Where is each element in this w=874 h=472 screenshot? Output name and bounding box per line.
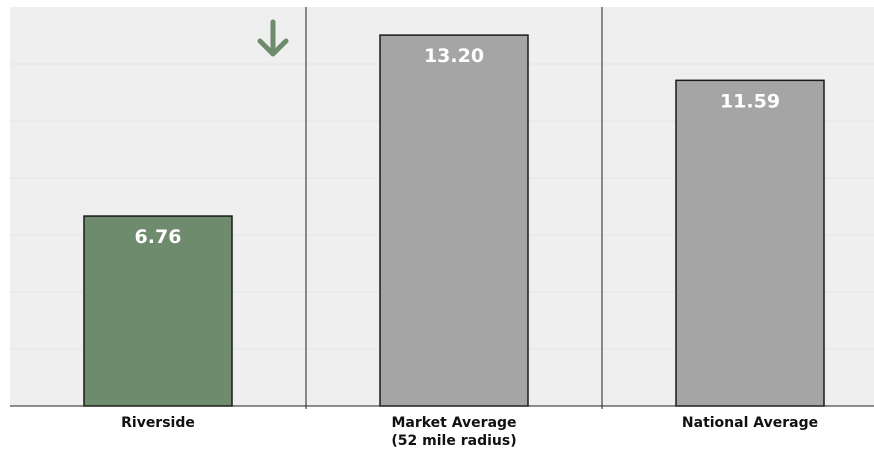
- bar: [675, 79, 825, 407]
- panel-dividers: [305, 7, 603, 409]
- bar: [83, 215, 233, 407]
- bar-value-label: 13.20: [424, 45, 484, 67]
- bar: [379, 34, 529, 407]
- bar-value-label: 6.76: [135, 226, 182, 248]
- category-label: Market Average (52 mile radius): [391, 415, 517, 449]
- bar-value-label: 11.59: [720, 90, 780, 112]
- category-label: National Average: [681, 415, 819, 431]
- bars: 6.76 13.20 11.59: [83, 34, 825, 407]
- category-label: Riverside: [121, 415, 195, 431]
- arrow-down-icon: [257, 19, 289, 57]
